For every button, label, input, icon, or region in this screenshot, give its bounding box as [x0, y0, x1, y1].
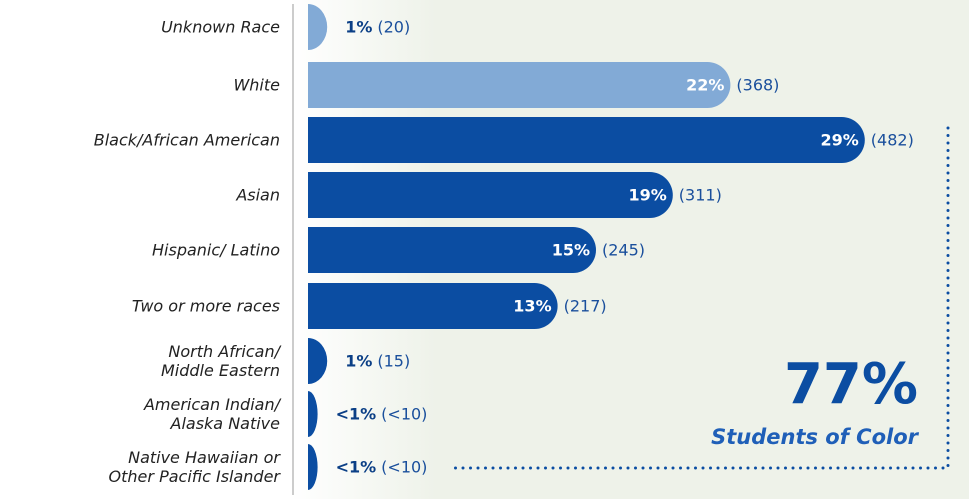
bar: [308, 338, 328, 384]
value-label: <1%: [336, 458, 377, 477]
category-label: Unknown Race: [161, 17, 280, 37]
count-label: (217): [564, 297, 607, 316]
value-label: 13%: [513, 297, 551, 316]
value-label: 22%: [686, 76, 724, 95]
value-label: <1%: [336, 405, 377, 424]
category-label: White: [233, 75, 280, 95]
bar: [308, 283, 558, 329]
bar: [308, 227, 596, 273]
category-label: American Indian/ Alaska Native: [143, 395, 280, 433]
count-label: (368): [736, 76, 779, 95]
bar: [308, 444, 318, 490]
category-label: North African/ Middle Eastern: [160, 342, 280, 380]
category-label: Asian: [236, 185, 280, 205]
count-label: (<10): [381, 405, 427, 424]
bracket: [453, 126, 950, 470]
annotation-label: Students of Color: [711, 425, 920, 449]
bar: [308, 62, 731, 108]
category-label: Hispanic/ Latino: [152, 240, 280, 260]
value-label: 15%: [552, 241, 590, 260]
value-label: 29%: [821, 131, 859, 150]
value-label: 1%: [345, 352, 372, 371]
count-label: (245): [602, 241, 645, 260]
category-label: Native Hawaiian or Other Pacific Islande…: [108, 448, 280, 486]
count-label: (311): [679, 186, 722, 205]
value-label: 1%: [345, 18, 372, 37]
count-label: (<10): [381, 458, 427, 477]
annotation-value: 77%: [784, 352, 918, 417]
bar: [308, 391, 318, 437]
count-label: (15): [377, 352, 410, 371]
category-label: Black/African American: [93, 130, 280, 150]
bar: [308, 4, 328, 50]
bar: [308, 117, 865, 163]
bar: [308, 172, 673, 218]
value-label: 19%: [629, 186, 667, 205]
count-label: (482): [871, 131, 914, 150]
count-label: (20): [377, 18, 410, 37]
category-label: Two or more races: [131, 296, 280, 316]
